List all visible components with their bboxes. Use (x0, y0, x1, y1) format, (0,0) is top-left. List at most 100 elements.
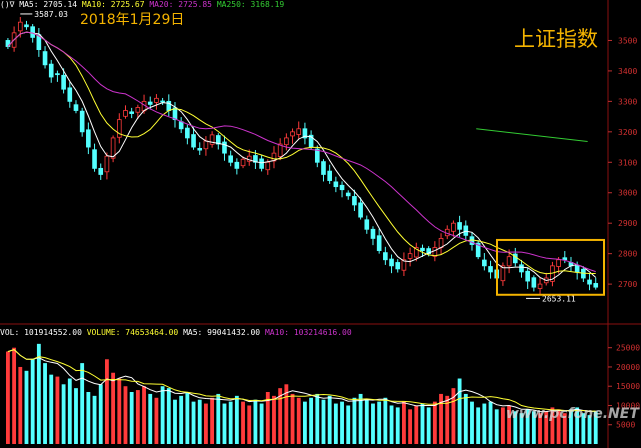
candle (345, 192, 351, 197)
volume-bar (426, 407, 431, 444)
ma250-value: MA250: 3168.19 (216, 0, 285, 9)
candle (376, 235, 382, 252)
volume-tick-label: 5000 (616, 421, 635, 430)
volume-bar (395, 407, 400, 444)
candle (36, 34, 42, 50)
candle (215, 135, 221, 145)
candle (209, 134, 215, 145)
volume-ma10-line (7, 349, 596, 412)
candle (73, 104, 79, 111)
volume-bar (371, 403, 375, 444)
candle (92, 149, 97, 169)
candle (284, 137, 289, 146)
candle (389, 258, 394, 267)
volume-bar (501, 407, 505, 444)
volume-bar (30, 359, 35, 444)
volume-bar (105, 359, 109, 444)
volume-bar (74, 388, 78, 444)
volume-bar (377, 401, 382, 444)
volume-bar (67, 378, 72, 444)
ma250-line (476, 128, 588, 143)
volume-bar (36, 343, 41, 444)
candle (154, 97, 159, 103)
candle (253, 155, 258, 163)
ma5-value: MA5: 2705.14 (19, 0, 78, 9)
volume-bar (55, 376, 60, 444)
volume-bar (402, 401, 406, 444)
candle (265, 161, 271, 171)
candle (277, 143, 283, 157)
volume-bar (587, 415, 592, 444)
volume-bar (470, 401, 474, 444)
candle (321, 161, 326, 175)
candle (191, 134, 196, 148)
candle (48, 63, 54, 78)
volume-bar (333, 403, 338, 444)
candle (432, 247, 438, 257)
volume-bar (414, 405, 419, 444)
volume-bar (569, 409, 573, 444)
volume-bar (593, 411, 598, 444)
price-tick-label: 3000 (618, 189, 637, 198)
price-tick-label: 2700 (618, 280, 637, 289)
volume-bar (86, 392, 91, 444)
volume-tick-label: 10000 (616, 401, 640, 410)
volume-bar (494, 409, 499, 444)
candle (451, 222, 456, 232)
candle (135, 107, 141, 113)
volume-bar (18, 366, 23, 444)
volume-bar (420, 403, 425, 444)
candle (5, 40, 11, 47)
candle (240, 158, 246, 167)
volume-bar (185, 392, 190, 444)
candle (228, 155, 233, 163)
volume-bar (179, 395, 184, 444)
volume-bar (241, 401, 245, 444)
vol-value: VOL: 101914552.00 (0, 328, 82, 337)
candle (129, 111, 134, 114)
candle (531, 277, 537, 288)
candle (352, 196, 357, 206)
volume-bar (513, 411, 518, 444)
volume-bar (24, 370, 29, 444)
candle (86, 129, 91, 148)
volume-bar (228, 401, 233, 444)
watermark: www.pcfone.NET (506, 406, 640, 422)
price-tick-label: 2900 (618, 219, 637, 228)
candle (556, 259, 561, 267)
volume-bar (562, 413, 567, 444)
high-value-label: 3587.03 (34, 10, 68, 19)
volume-bar (327, 395, 332, 444)
volume-bar (253, 399, 258, 444)
candle (488, 266, 493, 273)
volume-bar (247, 405, 252, 444)
volume-bar (216, 393, 221, 444)
candle (147, 101, 153, 105)
volume-bar (148, 393, 153, 444)
price-tick-label: 3300 (618, 97, 637, 106)
volume-bar (123, 386, 128, 444)
price-tick-label: 3100 (618, 158, 637, 167)
volume-bar (135, 390, 140, 444)
volume-header: VOL: 101914552.00 VOLUME: 74653464.00 MA… (0, 328, 352, 337)
candle (42, 51, 48, 66)
candle (370, 228, 376, 239)
volume-bar (6, 351, 10, 444)
candle (475, 242, 481, 258)
volume-bar (340, 401, 344, 444)
volume-bar (445, 395, 450, 444)
candle (160, 100, 165, 103)
candle (259, 158, 264, 169)
candle (203, 140, 209, 150)
volume-bar (303, 401, 307, 444)
volume-bar (204, 403, 208, 444)
candle (420, 247, 425, 252)
candle (314, 148, 320, 163)
candle (178, 121, 184, 130)
volume-bar (129, 392, 134, 444)
candle (302, 128, 308, 139)
volume-bar (43, 363, 47, 444)
volume-bar (488, 401, 493, 444)
